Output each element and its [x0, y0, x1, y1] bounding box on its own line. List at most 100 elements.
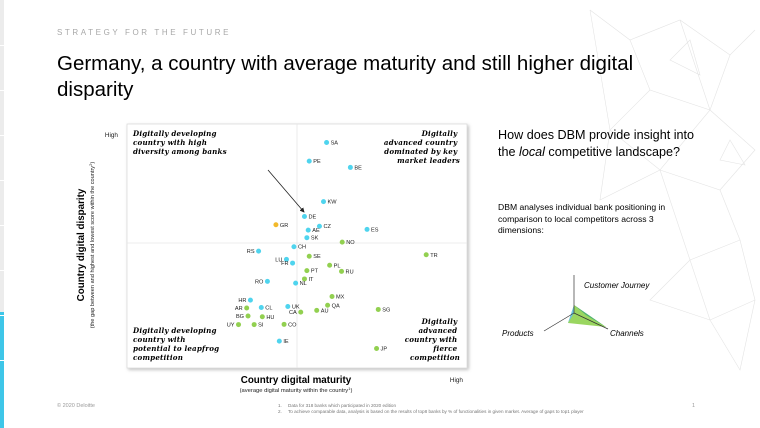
point-de [301, 213, 307, 219]
point-au [314, 307, 320, 313]
point-label-mx: MX [336, 295, 345, 301]
point-co [281, 321, 287, 327]
point-es [364, 226, 370, 232]
side-answer: DBM analyses individual bank positioning… [498, 202, 666, 235]
point-label-no: NO [346, 240, 355, 246]
point-label-sa: SA [331, 141, 339, 147]
side-question: How does DBM provide insight into the lo… [498, 128, 694, 159]
point-sk [304, 235, 310, 241]
copyright-notice: © 2020 Deloitte [57, 403, 95, 409]
x-axis-high-label: High [450, 377, 464, 384]
point-ru [339, 268, 345, 274]
section-eyebrow: STRATEGY FOR THE FUTURE [57, 28, 232, 37]
y-axis-subtitle-line-1: (the gap between and highest and lowest … [88, 162, 96, 329]
point-label-co: CO [288, 322, 297, 328]
point-label-uy: UY [227, 323, 235, 329]
point-label-cz: CZ [323, 224, 331, 230]
network-pattern-decoration [589, 9, 756, 371]
point-mx [329, 294, 335, 300]
point-label-nl: NL [300, 281, 307, 287]
point-se [306, 253, 312, 259]
diagram-triangle-blue [568, 305, 574, 323]
point-ar [244, 305, 250, 311]
footnote-2: 2. To achieve comparable data, analysis i… [278, 409, 584, 414]
point-label-au: AU [321, 308, 329, 314]
point-label-ca: CA [289, 310, 297, 316]
point-label-ae: AE [312, 228, 320, 234]
y-axis-high-label: High [105, 132, 119, 139]
point-jp [374, 345, 380, 351]
local-emphasis: local [519, 145, 545, 159]
point-label-jp: JP [381, 346, 388, 352]
x-axis-subtitle: (average digital maturity within the cou… [240, 386, 353, 394]
point-label-lu: LU [275, 257, 282, 263]
germany-pointer-arrow [267, 169, 305, 213]
point-bg [245, 313, 251, 319]
footnote-1: 1. Data for 318 banks which participated … [278, 403, 397, 408]
diagram-triangle-green [568, 305, 606, 327]
point-no [339, 239, 345, 245]
label-customer-journey: Customer Journey [584, 281, 650, 290]
point-label-gr: GR [280, 223, 288, 229]
point-label-hu: HU [266, 315, 274, 321]
point-cz [316, 223, 322, 229]
point-ro [264, 278, 270, 284]
point-be [347, 164, 353, 170]
point-tr [423, 252, 429, 258]
point-label-fr: FR [281, 261, 288, 267]
point-label-pt: PT [311, 269, 319, 275]
point-hr [247, 297, 253, 303]
point-si [251, 322, 257, 328]
point-label-qa: QA [332, 303, 340, 309]
quadrant-label-bottom-right: Digitally advanced country with fierce c… [405, 317, 460, 362]
point-label-ro: RO [255, 279, 264, 285]
point-nl [293, 280, 299, 286]
point-sg [375, 306, 381, 312]
point-label-pl: PL [334, 263, 341, 269]
point-it [301, 276, 307, 282]
point-qa [325, 302, 331, 308]
point-ae [305, 227, 311, 233]
point-uy [236, 322, 242, 328]
point-label-sg: SG [382, 307, 390, 313]
point-label-it: IT [308, 277, 314, 283]
point-label-es: ES [371, 227, 379, 233]
progress-active-segment [0, 312, 4, 428]
point-label-be: BE [354, 165, 362, 171]
point-sa [324, 140, 330, 146]
slide-progress-bar [0, 0, 4, 428]
label-channels: Channels [610, 329, 644, 338]
point-label-bg: BG [236, 314, 244, 320]
slide-title: Germany, a country with average maturity… [57, 52, 634, 101]
x-axis-title: Country digital maturity [241, 375, 352, 386]
quadrant-label-top-left: Digitally developing country with high d… [132, 129, 227, 156]
point-label-tr: TR [430, 253, 437, 259]
quadrant-label-bottom-left: Digitally developing country with potent… [132, 326, 222, 362]
point-label-sk: SK [311, 236, 319, 242]
point-pe [306, 158, 312, 164]
point-lu [283, 256, 289, 262]
point-label-ch: CH [298, 245, 306, 251]
point-fr [290, 260, 296, 266]
point-label-kw: KW [328, 200, 338, 206]
three-dimensions-diagram: Customer Journey Products Channels [502, 275, 650, 338]
point-pl [327, 262, 333, 268]
point-label-ru: RU [346, 269, 354, 275]
page-number: 1 [692, 403, 696, 409]
point-pt [304, 268, 310, 274]
y-axis-title: Country digital disparity [76, 188, 87, 301]
point-label-ie: IE [283, 339, 289, 345]
point-label-cl: CL [265, 305, 272, 311]
point-label-uk: UK [292, 305, 300, 311]
point-ch [291, 244, 297, 250]
point-label-hr: HR [238, 298, 246, 304]
point-rs [256, 248, 262, 254]
point-hu [259, 314, 265, 320]
point-label-ar: AR [235, 306, 243, 312]
point-label-se: SE [313, 254, 321, 260]
quadrant-label-top-right: Digitally advanced country dominated by … [384, 129, 460, 165]
point-uk [285, 304, 291, 310]
axis-products [543, 312, 575, 332]
